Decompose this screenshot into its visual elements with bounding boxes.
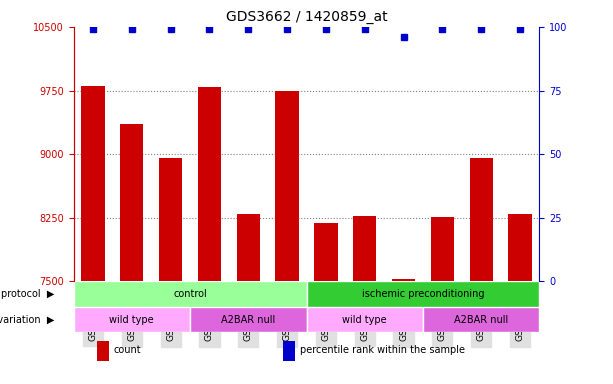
Bar (159, 158, 182, 281)
FancyBboxPatch shape (306, 307, 423, 332)
FancyBboxPatch shape (190, 307, 306, 332)
Text: ischemic preconditioning: ischemic preconditioning (362, 289, 484, 299)
Text: wild type: wild type (110, 314, 154, 324)
Bar (431, 217, 454, 281)
Text: A2BAR null: A2BAR null (221, 314, 275, 324)
Bar (470, 158, 493, 281)
Bar (275, 91, 299, 281)
Text: genotype/variation  ▶: genotype/variation ▶ (0, 314, 54, 324)
Text: A2BAR null: A2BAR null (454, 314, 508, 324)
Bar (120, 124, 143, 281)
Title: GDS3662 / 1420859_at: GDS3662 / 1420859_at (226, 10, 387, 25)
FancyBboxPatch shape (74, 281, 306, 307)
Bar (353, 216, 376, 281)
FancyBboxPatch shape (306, 281, 539, 307)
Bar (392, 279, 415, 281)
Text: control: control (173, 289, 207, 299)
Text: protocol  ▶: protocol ▶ (1, 289, 54, 299)
Text: wild type: wild type (343, 314, 387, 324)
Text: count: count (113, 346, 141, 356)
Bar (97, 341, 109, 361)
FancyBboxPatch shape (423, 307, 539, 332)
Bar (237, 214, 260, 281)
Bar (314, 223, 338, 281)
Bar (508, 214, 531, 281)
Text: percentile rank within the sample: percentile rank within the sample (300, 346, 465, 356)
Bar (82, 86, 105, 281)
Bar (198, 87, 221, 281)
Bar (283, 341, 295, 361)
FancyBboxPatch shape (74, 307, 190, 332)
